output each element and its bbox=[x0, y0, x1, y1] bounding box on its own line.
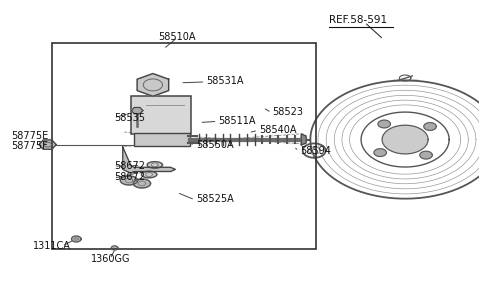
Bar bbox=[52, 43, 316, 249]
Text: 58511A: 58511A bbox=[218, 116, 256, 126]
Text: 58531A: 58531A bbox=[206, 76, 244, 86]
Polygon shape bbox=[147, 162, 162, 168]
Polygon shape bbox=[378, 120, 390, 128]
Text: 58594: 58594 bbox=[300, 146, 331, 156]
Text: 58535: 58535 bbox=[115, 113, 145, 123]
Text: 58510A: 58510A bbox=[158, 32, 196, 41]
Polygon shape bbox=[133, 179, 151, 188]
Polygon shape bbox=[39, 140, 56, 149]
Text: REF.58-591: REF.58-591 bbox=[328, 15, 387, 25]
Polygon shape bbox=[132, 107, 143, 114]
Polygon shape bbox=[420, 151, 432, 159]
Polygon shape bbox=[424, 123, 436, 130]
Text: 58775E: 58775E bbox=[11, 131, 48, 141]
Text: 58525A: 58525A bbox=[196, 194, 234, 204]
Text: 58672: 58672 bbox=[115, 160, 145, 170]
Text: 58775F: 58775F bbox=[11, 141, 48, 152]
Text: 58540A: 58540A bbox=[259, 125, 297, 135]
Polygon shape bbox=[382, 125, 428, 154]
Polygon shape bbox=[111, 246, 118, 250]
Text: 1360GG: 1360GG bbox=[91, 254, 130, 264]
Text: 58523: 58523 bbox=[273, 107, 303, 117]
Text: 1311CA: 1311CA bbox=[33, 241, 71, 251]
Polygon shape bbox=[123, 147, 175, 173]
Polygon shape bbox=[72, 236, 81, 242]
Bar bbox=[134, 133, 190, 146]
Text: 58672: 58672 bbox=[115, 172, 145, 182]
Polygon shape bbox=[137, 74, 168, 96]
Polygon shape bbox=[120, 176, 138, 185]
FancyBboxPatch shape bbox=[132, 96, 191, 134]
Text: 58550A: 58550A bbox=[196, 140, 234, 150]
Polygon shape bbox=[142, 171, 157, 178]
Polygon shape bbox=[301, 134, 306, 145]
Polygon shape bbox=[374, 149, 386, 157]
